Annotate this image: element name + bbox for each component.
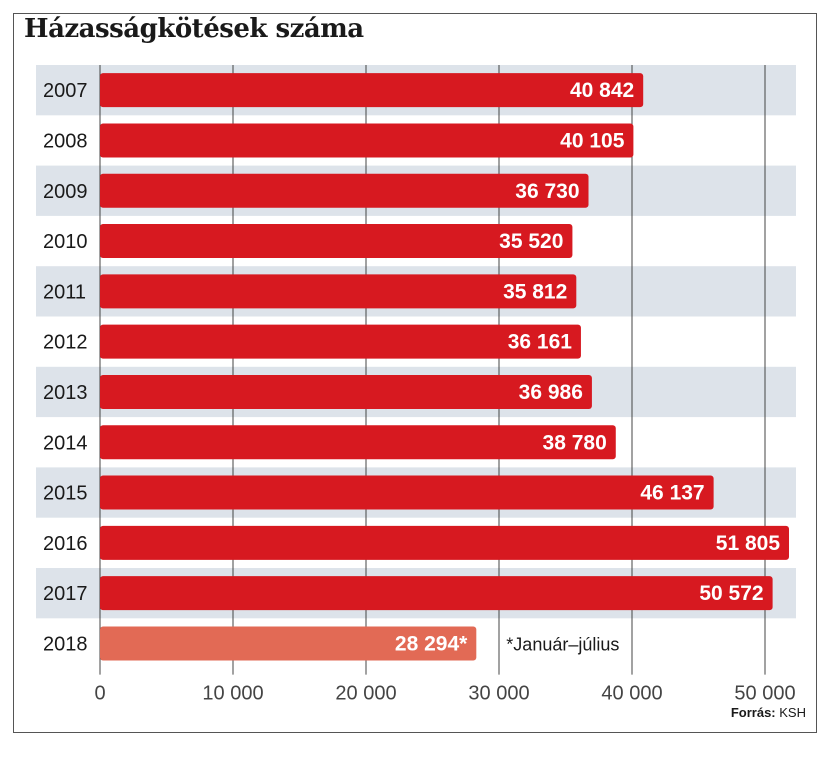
bar-value-label-2009: 36 730: [515, 180, 579, 203]
bar-2016: [100, 525, 790, 560]
year-label-2013: 2013: [43, 382, 88, 404]
bar-value-label-2008: 40 105: [560, 129, 625, 152]
year-label-2010: 2010: [43, 231, 88, 253]
bar-2009: [100, 173, 589, 208]
year-label-2011: 2011: [43, 281, 86, 303]
year-label-2009: 2009: [43, 181, 88, 203]
bar-value-label-2013: 36 986: [519, 381, 583, 404]
tick-labels-layer: 0 10 000 20 000 30 000 40 000 50 000: [94, 683, 795, 705]
year-labels-layer: 2007 2008 2009 2010 2011 2012 2013 2014 2015 2016…: [43, 80, 88, 655]
bar-2011: [100, 274, 577, 309]
bar-2008: [100, 123, 634, 158]
x-tick-label: 20 000: [335, 683, 396, 705]
bar-value-label-2018: 28 294*: [395, 632, 468, 655]
bar-2015: [100, 475, 714, 510]
bar-2007: [100, 73, 644, 108]
partial-year-note: *Január–július: [506, 634, 619, 654]
year-label-2012: 2012: [43, 332, 88, 354]
year-label-2016: 2016: [43, 533, 88, 555]
bar-2010: [100, 224, 573, 259]
bar-2017: [100, 576, 773, 611]
bar-value-label-2007: 40 842: [570, 79, 634, 102]
bar-value-label-2010: 35 520: [499, 230, 563, 253]
year-label-2008: 2008: [43, 130, 88, 152]
bar-value-label-2016: 51 805: [716, 532, 781, 555]
source-name: KSH: [779, 705, 806, 720]
bar-value-label-2014: 38 780: [543, 431, 607, 454]
year-label-2014: 2014: [43, 432, 88, 454]
year-label-2018: 2018: [43, 633, 88, 655]
bar-value-label-2015: 46 137: [640, 482, 704, 505]
bar-value-label-2017: 50 572: [699, 582, 763, 605]
year-label-2015: 2015: [43, 483, 88, 505]
year-label-2007: 2007: [43, 80, 88, 102]
x-tick-label: 50 000: [734, 683, 795, 705]
source-note: Forrás: KSH: [731, 705, 806, 720]
x-tick-label: 10 000: [202, 683, 263, 705]
bar-2014: [100, 425, 616, 460]
source-prefix: Forrás:: [730, 705, 776, 720]
bar-value-label-2011: 35 812: [503, 280, 567, 303]
x-tick-label: 30 000: [468, 683, 529, 705]
grid-layer: [99, 65, 766, 675]
bars-layer: 40 842 40 105 36 730 35 520 35 812 36 161 36 9…: [100, 73, 790, 661]
chart-title: Házasságkötések száma: [24, 14, 364, 44]
bar-2012: [100, 324, 581, 359]
bar-2013: [100, 374, 592, 409]
x-tick-label: 0: [94, 683, 105, 705]
x-tick-label: 40 000: [601, 683, 662, 705]
year-label-2017: 2017: [43, 583, 88, 605]
bar-value-label-2012: 36 161: [508, 331, 573, 354]
bar-2018: [100, 626, 477, 661]
